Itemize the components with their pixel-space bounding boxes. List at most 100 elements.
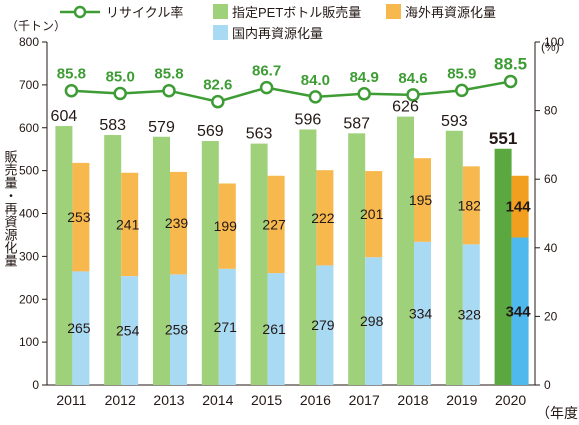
bars [55,116,529,385]
rate-value-label-2019: 85.9 [447,65,476,82]
sales-bar-2014 [201,141,219,385]
right-tick-label: 80 [544,104,558,118]
left-axis-title: 販売量・再資源化量 [3,150,18,267]
overseas-value-label-2014: 199 [214,218,238,234]
legend-item-sales: 指定PETボトル販売量 [213,4,361,20]
domestic-value-label-2019: 328 [458,307,482,323]
overseas-bar-2011 [72,162,90,272]
rate-value-label-2013: 85.8 [154,66,183,83]
sales-bar-2019 [445,130,463,385]
rate-point-2015 [259,80,274,95]
overseas-value-label-2017: 201 [360,206,384,222]
overseas-value-label-2013: 239 [165,215,189,231]
rate-point-2013 [162,83,176,98]
rate-point-2016 [308,90,323,104]
overseas-value-label-2020: 144 [506,199,532,216]
rate-point-2019 [455,83,469,98]
overseas-value-label-2015: 227 [262,216,286,232]
overseas-bar-2016 [316,170,334,266]
right-tick-label: 20 [544,309,558,323]
left-tick-label: 600 [19,121,39,135]
sales-value-label-2012: 583 [99,117,126,134]
overseas-bar-2020 [511,175,529,238]
right-axis-unit: (%) [541,40,560,54]
left-axis-unit: （千トン） [6,19,66,33]
left-tick-label: 400 [19,207,39,221]
sales-bar-2016 [299,129,317,385]
rate-point-2011 [64,83,79,98]
domestic-value-label-2013: 258 [165,322,189,338]
domestic-value-label-2017: 298 [360,313,384,329]
rate-value-label-2014: 82.6 [203,77,232,94]
x-tick-label-2020: 2020 [495,392,526,408]
x-tick-label-2019: 2019 [446,392,477,408]
sales-bar-2018 [397,116,414,385]
x-tick-label-2016: 2016 [300,392,331,408]
domestic-bar-2020 [511,237,529,385]
sales-value-label-2018: 626 [392,99,419,116]
sales-value-label-2016: 596 [295,111,322,128]
overseas-bar-2017 [365,171,383,258]
legend-sales-label: 指定PETボトル販売量 [232,5,361,20]
overseas-bar-2019 [462,166,480,245]
domestic-bar-2015 [267,273,285,385]
left-tick-label: 300 [19,249,39,263]
legend: リサイクル率 指定PETボトル販売量 海外再資源化量 国内再資源化量 [60,4,496,41]
left-tick-label: 100 [19,335,39,349]
domestic-value-label-2016: 279 [311,317,335,333]
sales-bar-2013 [153,136,170,385]
domestic-bar-2016 [316,265,334,385]
domestic-value-label-2012: 254 [116,323,140,339]
value-labels: 2011 604 265 253 2012 583 254 241 2013 579 258 239 2… [51,54,532,408]
x-tick-label-2011: 2011 [56,392,86,408]
overseas-value-label-2018: 195 [409,192,433,208]
overseas-bar-2012 [121,172,139,277]
rate-value-label-2016: 84.0 [301,72,330,89]
x-tick-label-2017: 2017 [349,392,380,408]
domestic-value-label-2011: 265 [67,320,91,336]
x-tick-label-2013: 2013 [153,392,184,408]
rate-line [71,80,511,103]
legend-domestic-swatch [213,25,228,40]
overseas-value-label-2011: 253 [67,209,91,225]
left-tick-label: 700 [19,78,39,92]
rate-value-label-2015: 86.7 [252,63,281,80]
sales-value-label-2014: 569 [197,123,224,140]
rate-value-label-2017: 84.9 [350,69,379,86]
axes: 0 100 200 300 400 500 600 700 800 0 20 40 60 80 100 [19,35,564,392]
sales-bar-2020 [494,148,512,385]
overseas-bar-2014 [218,183,236,269]
sales-value-label-2013: 579 [148,119,175,136]
right-tick-label: 100 [544,35,564,49]
domestic-bar-2012 [121,276,139,385]
sales-value-label-2019: 593 [441,113,468,130]
domestic-bar-2017 [365,257,383,385]
sales-value-label-2015: 563 [246,126,273,143]
sales-value-label-2017: 587 [343,115,370,132]
domestic-bar-2018 [414,241,431,385]
legend-rate-marker [73,5,87,19]
domestic-bar-2019 [462,244,480,385]
legend-item-overseas: 海外再資源化量 [386,4,496,20]
sales-bar-2017 [348,133,366,385]
sales-bar-2011 [55,126,73,385]
left-tick-label: 800 [19,35,39,49]
rate-point-2020 [503,74,518,89]
legend-overseas-swatch [386,4,401,19]
legend-item-rate: リサイクル率 [60,5,183,20]
rate-line-group [64,74,518,109]
rate-point-2014 [211,94,225,109]
x-tick-label-2012: 2012 [105,392,136,408]
sales-value-label-2011: 604 [51,108,78,125]
x-tick-label-2015: 2015 [251,392,282,408]
legend-sales-swatch [213,4,228,19]
legend-domestic-label: 国内再資源化量 [232,26,323,41]
domestic-bar-2014 [218,268,236,385]
overseas-value-label-2019: 182 [458,197,482,213]
rate-value-label-2011: 85.8 [57,66,86,83]
overseas-bar-2018 [414,158,431,242]
overseas-bar-2013 [170,171,187,275]
domestic-value-label-2020: 344 [506,303,532,320]
